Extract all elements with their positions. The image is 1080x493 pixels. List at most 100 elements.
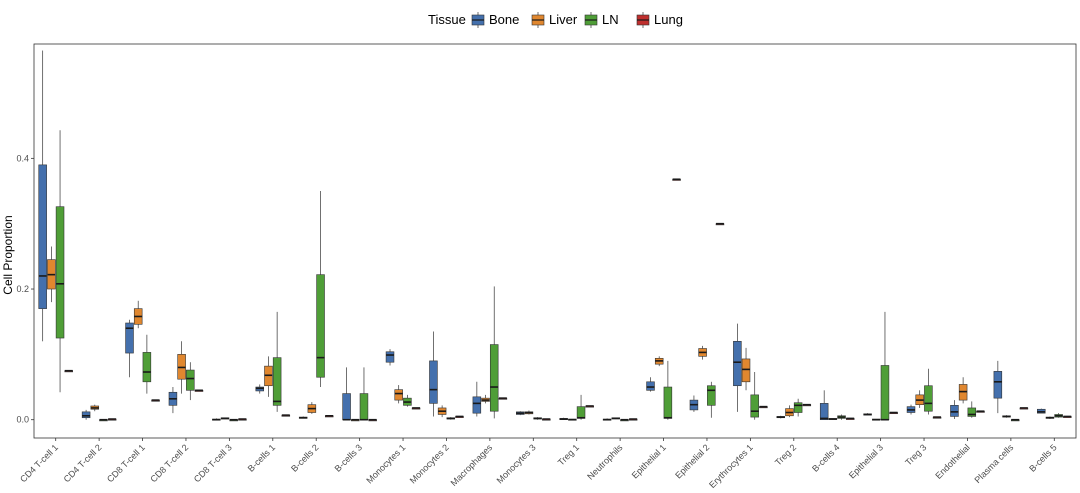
legend: Tissue Bone Liver LN Lung: [428, 12, 683, 28]
x-tick-label: Treg 1: [556, 442, 581, 467]
box-iqr: [741, 358, 751, 383]
box-iqr: [472, 396, 482, 414]
box-iqr: [707, 385, 716, 406]
x-tick-label: Endothelial: [933, 442, 972, 481]
box-ln: [99, 418, 108, 422]
box-bone: [429, 331, 438, 417]
box-liver: [307, 402, 317, 414]
box-lung: [194, 389, 204, 392]
box-iqr: [924, 385, 933, 412]
box-layer: [38, 50, 1072, 422]
box-lung: [1019, 407, 1029, 410]
box-bone: [819, 390, 829, 421]
box-lung: [281, 414, 291, 417]
box-lung: [542, 418, 551, 421]
x-tick-label: B-cells 2: [289, 442, 320, 473]
box-lung: [107, 418, 117, 421]
box-bone: [298, 416, 308, 419]
box-iqr: [342, 393, 351, 421]
legend-label: Lung: [654, 12, 683, 27]
box-lung: [151, 399, 160, 402]
box-liver: [872, 418, 881, 421]
box-liver: [264, 356, 273, 397]
box-bone: [776, 415, 786, 419]
box-lung: [802, 403, 812, 407]
box-lung: [324, 414, 334, 418]
x-tick-label: CD8 T-cell 2: [148, 442, 190, 484]
box-ln: [489, 286, 499, 419]
box-liver: [133, 300, 143, 329]
legend-label: Bone: [489, 12, 519, 27]
x-tick-label: Treg 3: [903, 442, 928, 467]
box-bone: [906, 404, 916, 415]
x-tick-label: B-cells 4: [810, 442, 841, 473]
box-liver: [828, 418, 838, 420]
x-tick-label: CD4 T-cell 2: [62, 442, 104, 484]
box-bone: [1037, 408, 1046, 414]
box-lung: [585, 405, 594, 408]
box-liver: [394, 385, 403, 404]
box-iqr: [819, 403, 829, 421]
x-tick-label: B-cells 3: [333, 442, 364, 473]
box-bone: [516, 411, 525, 416]
box-liver: [437, 405, 447, 418]
x-tick-label: CD4 T-cell 1: [18, 442, 60, 484]
x-tick-label: Monocytes 3: [495, 442, 538, 485]
box-lung: [715, 222, 725, 226]
box-liver: [1045, 416, 1055, 420]
box-lung: [628, 418, 638, 421]
box-ln: [750, 372, 759, 420]
y-tick-label: 0.4: [16, 153, 29, 163]
box-ln: [576, 394, 586, 420]
box-liver: [568, 418, 577, 421]
box-bone: [602, 418, 612, 421]
box-iqr: [646, 381, 655, 391]
y-axis-title: Cell Proportion: [1, 215, 15, 294]
box-iqr: [880, 365, 890, 421]
x-tick-label: B-cells 5: [1027, 442, 1058, 473]
box-iqr: [125, 322, 134, 354]
box-iqr: [576, 406, 586, 419]
box-bone: [168, 387, 178, 414]
box-liver: [698, 345, 707, 360]
box-iqr: [81, 411, 91, 419]
box-ln: [55, 130, 65, 393]
box-lung: [498, 397, 508, 400]
box-ln: [663, 360, 673, 420]
box-liver: [524, 410, 534, 415]
box-lung: [368, 418, 377, 422]
box-liver: [177, 341, 186, 394]
box-lung: [672, 178, 681, 181]
box-iqr: [272, 357, 282, 406]
x-axis: CD4 T-cell 1 CD4 T-cell 2 CD8 T-cell 1 CD8 …: [18, 438, 1059, 490]
box-iqr: [793, 402, 803, 413]
legend-item-ln: LN: [584, 12, 619, 28]
box-iqr: [316, 274, 325, 378]
x-tick-label: Epithelial 3: [847, 442, 885, 480]
box-lung: [1063, 415, 1072, 418]
y-axis: 0.0 0.2 0.4: [16, 153, 34, 425]
box-lung: [455, 415, 464, 418]
x-tick-label: CD8 T-cell 3: [192, 442, 234, 484]
box-iqr: [186, 369, 195, 391]
y-tick-label: 0.0: [16, 415, 29, 425]
box-lung: [932, 416, 942, 419]
box-ln: [793, 398, 803, 417]
box-liver: [90, 404, 100, 412]
box-bone: [38, 50, 47, 342]
box-ln: [359, 367, 369, 421]
x-tick-label: CD8 T-cell 1: [105, 442, 147, 484]
box-bone: [733, 323, 742, 412]
box-iqr: [733, 340, 742, 387]
box-bone: [342, 367, 351, 421]
box-lung: [889, 411, 898, 415]
box-ln: [880, 311, 890, 421]
legend-title: Tissue: [428, 12, 466, 27]
x-tick-label: Epithelial 2: [673, 442, 711, 480]
box-ln: [1054, 413, 1063, 418]
box-bone: [993, 360, 1003, 414]
box-ln: [924, 368, 933, 415]
y-tick-label: 0.2: [16, 284, 29, 294]
box-ln: [403, 394, 412, 407]
box-lung: [845, 417, 855, 420]
